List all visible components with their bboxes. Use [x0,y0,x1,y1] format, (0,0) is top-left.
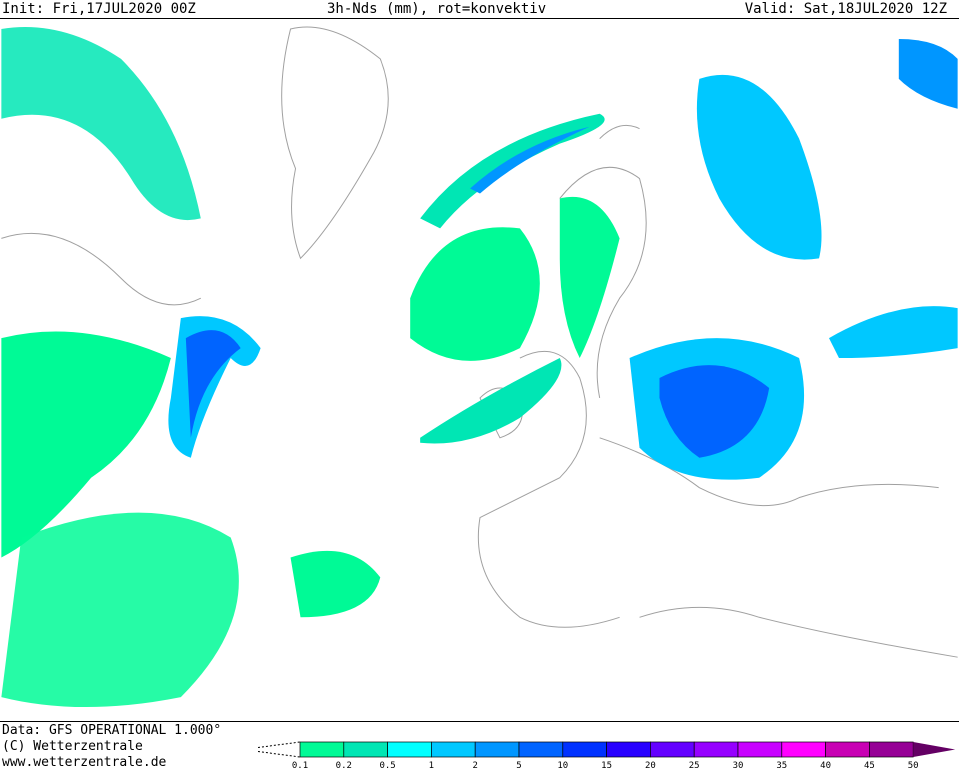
legend-label: 50 [907,761,919,770]
data-source: Data: GFS OPERATIONAL 1.000° [2,723,222,738]
color-scale-bar [257,741,956,758]
legend-swatch [825,741,870,758]
legend-swatch [562,741,607,758]
precipitation-map [0,18,959,722]
legend-label: 0.2 [335,761,352,770]
legend-swatch [693,741,739,758]
legend-label: 20 [644,761,656,770]
legend-swatch [737,741,783,758]
legend-swatch [343,741,388,758]
precipitation-areas [1,26,958,708]
legend-swatch [387,741,432,758]
legend-label: 1 [428,761,435,770]
legend-label: 5 [516,761,522,770]
website-link[interactable]: www.wetterzentrale.de [2,755,167,770]
color-scale-legend: 0.1 0.2 0.5 1 2 5 10 15 20 25 30 35 40 45 50 [257,740,958,770]
legend-label: 0.5 [379,761,396,770]
legend-swatch [474,741,520,758]
chart-title: 3h-Nds (mm), rot=konvektiv [327,1,547,17]
legend-label: 2 [472,761,478,770]
copyright: (C) Wetterzentrale [2,739,143,754]
legend-swatch [431,741,476,758]
init-time: Init: Fri,17JUL2020 00Z [2,1,196,17]
legend-label: 10 [557,761,569,770]
overflow-arrow [913,742,956,757]
legend-label: 40 [820,761,832,770]
legend-swatch [781,741,826,758]
legend-label: 15 [601,761,613,770]
valid-time: Valid: Sat,18JUL2020 12Z [744,1,947,17]
legend-label: 35 [776,761,788,770]
underflow-indicator [257,741,301,758]
legend-swatch [606,741,651,758]
legend-swatch [869,741,914,758]
legend-swatch [518,741,564,758]
legend-label: 30 [732,761,744,770]
legend-label: 0.1 [291,761,309,770]
legend-label: 45 [863,761,875,770]
legend-swatch [299,741,345,758]
legend-swatch [650,741,695,758]
legend-label: 25 [688,761,700,770]
